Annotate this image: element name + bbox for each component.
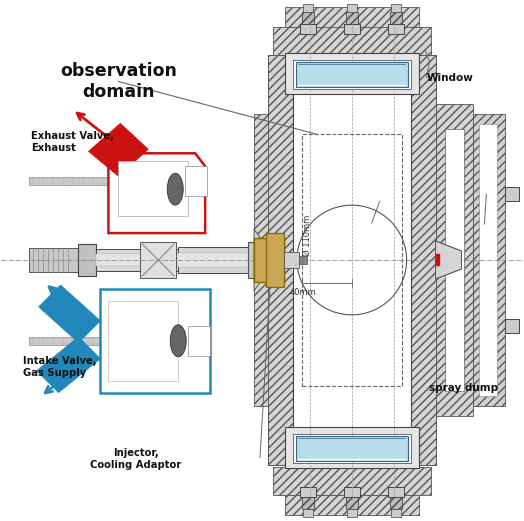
Polygon shape: [89, 123, 148, 176]
Bar: [300, 23, 316, 34]
Polygon shape: [121, 199, 205, 233]
Bar: [300, 487, 316, 498]
Ellipse shape: [167, 173, 183, 205]
Bar: [346, 498, 358, 510]
Polygon shape: [435, 241, 462, 279]
Bar: [509, 189, 519, 199]
Bar: [29, 337, 168, 345]
Bar: [293, 410, 313, 428]
Bar: [293, 433, 411, 464]
Bar: [302, 11, 314, 23]
Bar: [96, 254, 244, 266]
Text: Window: Window: [427, 72, 474, 83]
Polygon shape: [108, 153, 205, 233]
Bar: [293, 84, 411, 436]
Bar: [285, 53, 419, 94]
Bar: [118, 162, 188, 216]
Bar: [293, 59, 411, 90]
Bar: [302, 134, 401, 386]
Bar: [178, 253, 254, 267]
Bar: [435, 104, 474, 416]
Bar: [178, 247, 254, 273]
Bar: [285, 495, 419, 515]
Bar: [248, 242, 270, 278]
Bar: [479, 125, 497, 395]
Bar: [344, 23, 360, 34]
Bar: [474, 115, 505, 406]
Polygon shape: [39, 285, 101, 343]
Bar: [299, 256, 307, 264]
Bar: [435, 254, 440, 266]
Bar: [266, 233, 284, 287]
Bar: [505, 187, 519, 201]
Bar: [285, 7, 419, 27]
Bar: [390, 498, 401, 510]
Polygon shape: [101, 289, 210, 393]
Bar: [96, 249, 244, 271]
Bar: [293, 92, 313, 110]
Bar: [347, 4, 357, 11]
Text: Intake Valve,
Gas Supply: Intake Valve, Gas Supply: [23, 356, 96, 378]
Bar: [188, 326, 210, 356]
Bar: [302, 498, 314, 510]
Polygon shape: [254, 229, 268, 291]
Bar: [303, 510, 313, 517]
Bar: [346, 11, 358, 23]
Bar: [29, 248, 79, 272]
Bar: [273, 467, 431, 495]
Bar: [285, 427, 419, 468]
Text: observation
domain: observation domain: [60, 62, 177, 101]
Bar: [284, 252, 299, 268]
Bar: [388, 23, 403, 34]
Ellipse shape: [170, 325, 186, 357]
Text: 40mm: 40mm: [289, 288, 316, 297]
Bar: [29, 177, 183, 185]
Bar: [347, 510, 357, 517]
Bar: [391, 92, 411, 110]
Polygon shape: [435, 241, 462, 279]
Bar: [391, 510, 401, 517]
Bar: [391, 4, 401, 11]
Bar: [444, 129, 464, 391]
Bar: [296, 61, 408, 88]
Bar: [509, 321, 519, 331]
Polygon shape: [37, 337, 101, 393]
Text: spray dump: spray dump: [429, 383, 498, 393]
Bar: [273, 27, 431, 55]
Bar: [108, 301, 178, 381]
Bar: [303, 4, 313, 11]
Bar: [268, 55, 435, 465]
Bar: [254, 238, 284, 282]
Bar: [505, 319, 519, 333]
Bar: [79, 244, 96, 276]
Text: Exhaust Valve,
Exhaust: Exhaust Valve, Exhaust: [31, 131, 114, 153]
Text: Ø 110mm: Ø 110mm: [303, 215, 312, 256]
Bar: [185, 166, 207, 196]
Bar: [390, 11, 401, 23]
Bar: [344, 487, 360, 498]
Bar: [140, 242, 176, 278]
Bar: [388, 487, 403, 498]
Text: Injector,
Cooling Adaptor: Injector, Cooling Adaptor: [90, 448, 181, 470]
Bar: [391, 410, 411, 428]
Bar: [254, 115, 268, 406]
Bar: [296, 436, 408, 462]
